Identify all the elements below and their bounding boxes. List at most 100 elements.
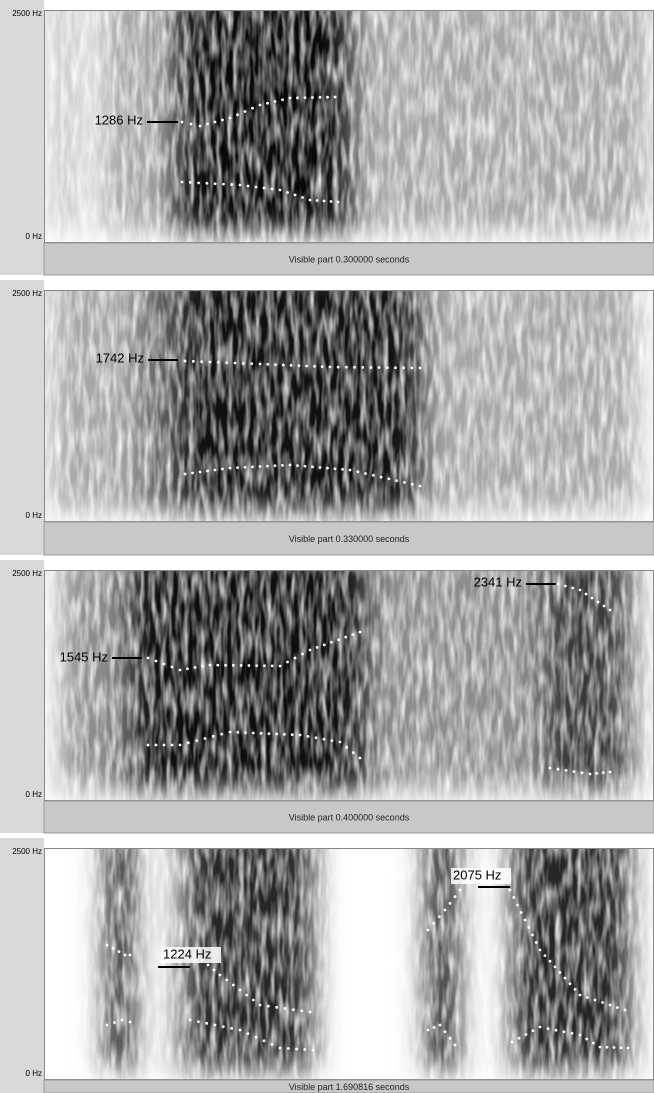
formant-dot bbox=[359, 757, 362, 760]
formant-dot bbox=[586, 996, 589, 999]
formant-dot bbox=[286, 661, 289, 664]
formant-dot bbox=[259, 363, 262, 366]
formant-dot bbox=[282, 364, 285, 367]
formant-dot bbox=[427, 929, 430, 932]
axis-strip bbox=[0, 838, 44, 1093]
formant-dot bbox=[296, 96, 299, 99]
formant-dot bbox=[539, 1026, 542, 1029]
formant-dot bbox=[433, 1026, 436, 1029]
formant-dot bbox=[214, 121, 217, 124]
formant-dot bbox=[230, 1027, 233, 1030]
formant-dot bbox=[251, 107, 254, 110]
formant-dot bbox=[410, 367, 413, 370]
formant-dot bbox=[601, 1001, 604, 1004]
formant-dot bbox=[326, 467, 329, 470]
formant-dot bbox=[569, 982, 572, 985]
formant-dot bbox=[294, 194, 297, 197]
formant-dot bbox=[454, 895, 457, 898]
formant-dot bbox=[616, 1006, 619, 1009]
formant-dot bbox=[259, 104, 262, 107]
formant-dot bbox=[613, 1046, 616, 1049]
formant-dot bbox=[609, 609, 612, 612]
formant-dot bbox=[305, 365, 308, 368]
formant-dot bbox=[199, 471, 202, 474]
formant-dot bbox=[205, 182, 208, 185]
axis-bottom-label: 0 Hz bbox=[26, 1069, 42, 1078]
formant-dot bbox=[255, 664, 258, 667]
panel: 2500 Hz0 HzVisible part 0.330000 seconds… bbox=[0, 270, 654, 555]
formant-dot bbox=[234, 362, 237, 365]
formant-dot bbox=[247, 185, 250, 188]
formant-dot bbox=[225, 361, 228, 364]
formant-dot bbox=[189, 181, 192, 184]
formant-dot bbox=[574, 988, 577, 991]
formant-dot bbox=[309, 199, 312, 202]
formant-dot bbox=[372, 474, 375, 477]
formant-dot bbox=[252, 999, 255, 1002]
formant-dot bbox=[205, 1022, 208, 1025]
formant-dot bbox=[271, 188, 274, 191]
formant-label: 1742 Hz bbox=[96, 350, 144, 365]
formant-dot bbox=[386, 366, 389, 369]
formant-dot bbox=[364, 472, 367, 475]
axis-top-label: 2500 Hz bbox=[12, 289, 42, 298]
formant-dot bbox=[274, 363, 277, 366]
formant-label: 1224 Hz bbox=[163, 946, 211, 961]
formant-dot bbox=[544, 954, 547, 957]
formant-dot bbox=[549, 767, 552, 770]
formant-dot bbox=[449, 1037, 452, 1040]
formant-dot bbox=[581, 771, 584, 774]
formant-dot bbox=[535, 941, 538, 944]
formant-dot bbox=[271, 664, 274, 667]
formant-dot bbox=[207, 964, 210, 967]
formant-dot bbox=[319, 466, 322, 469]
formant-dot bbox=[351, 633, 354, 636]
formant-dot bbox=[312, 1049, 315, 1052]
formant-dot bbox=[260, 732, 263, 735]
formant-dot bbox=[345, 366, 348, 369]
formant-dot bbox=[220, 733, 223, 736]
formant-dot bbox=[511, 1041, 514, 1044]
formant-dot bbox=[229, 467, 232, 470]
formant-dot bbox=[240, 664, 243, 667]
formant-dot bbox=[199, 125, 202, 128]
formant-dot bbox=[337, 638, 340, 641]
formant-dot bbox=[290, 364, 293, 367]
formant-dot bbox=[279, 665, 282, 668]
formant-dot bbox=[244, 731, 247, 734]
formant-dot bbox=[518, 1037, 521, 1040]
formant-dot bbox=[557, 583, 560, 586]
formant-dot bbox=[247, 664, 250, 667]
formant-dot bbox=[444, 1030, 447, 1033]
texture bbox=[44, 290, 654, 522]
formant-dot bbox=[251, 465, 254, 468]
formant-dot bbox=[181, 121, 184, 124]
formant-label: 2075 Hz bbox=[453, 867, 501, 882]
formant-dot bbox=[179, 744, 182, 747]
formant-dot bbox=[594, 999, 597, 1002]
formant-dot bbox=[284, 1007, 287, 1010]
formant-dot bbox=[124, 954, 127, 957]
formant-dot bbox=[606, 1046, 609, 1049]
formant-dot bbox=[271, 1043, 274, 1046]
formant-dot bbox=[585, 1038, 588, 1041]
axis-top-label: 2500 Hz bbox=[12, 569, 42, 578]
formant-dot bbox=[301, 653, 304, 656]
formant-dot bbox=[225, 979, 228, 982]
formant-dot bbox=[129, 954, 132, 957]
formant-dot bbox=[232, 984, 235, 987]
formant-dot bbox=[344, 636, 347, 639]
formant-dot bbox=[411, 483, 414, 486]
formant-dot bbox=[112, 947, 115, 950]
formant-dot bbox=[602, 771, 605, 774]
formant-dot bbox=[599, 1046, 602, 1049]
formant-dot bbox=[353, 366, 356, 369]
formant-dot bbox=[438, 915, 441, 918]
formant-dot bbox=[181, 181, 184, 184]
formant-dot bbox=[200, 360, 203, 363]
status-text: Visible part 0.300000 seconds bbox=[289, 254, 410, 264]
formant-dot bbox=[319, 96, 322, 99]
formant-dot bbox=[359, 631, 362, 634]
formant-dot bbox=[402, 366, 405, 369]
